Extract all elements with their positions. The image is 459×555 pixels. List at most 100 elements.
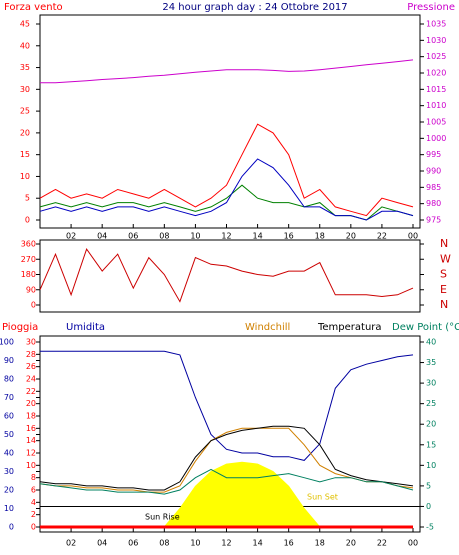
y-tick-label: 40: [426, 338, 436, 347]
y-tick-label: 4: [31, 498, 36, 507]
y-tick-label: 995: [426, 150, 441, 159]
y-tick-label: N: [440, 298, 448, 311]
x-tick-label: 16: [284, 539, 294, 548]
y-tick-label: 45: [20, 20, 30, 29]
y-tick-label: 10: [426, 461, 436, 470]
y-tick-label: 990: [426, 167, 441, 176]
x-tick-label: 18: [315, 232, 325, 241]
y-tick-label: 20: [26, 399, 36, 408]
y-tick-label: 30: [26, 338, 36, 347]
y-tick-label: 18: [26, 412, 36, 421]
x-tick-label: 04: [97, 232, 107, 241]
x-tick-label: 02: [66, 539, 76, 548]
x-tick-label: 18: [315, 539, 325, 548]
x-tick-label: 14: [252, 232, 262, 241]
y-tick-label: 8: [31, 473, 36, 482]
y-tick-label: 35: [20, 63, 30, 72]
pressure-label: Pressione: [407, 2, 455, 13]
y-tick-label: S: [440, 268, 447, 281]
y-tick-label: 14: [26, 436, 36, 445]
line: [39, 158, 414, 221]
x-tick-label: 22: [377, 232, 387, 241]
x-tick-label: 20: [346, 232, 356, 241]
y-tick-label: 100: [0, 338, 14, 347]
x-tick-label: 12: [221, 232, 231, 241]
y-tick-label: 35: [426, 358, 436, 367]
y-tick-label: 60: [4, 412, 14, 421]
y-tick-label: 90: [4, 356, 14, 365]
x-tick-label: 10: [190, 539, 200, 548]
line: [40, 59, 414, 84]
y-tick-label: 24: [26, 375, 36, 384]
y-tick-label: 26: [26, 362, 36, 371]
y-tick-label: 50: [4, 430, 14, 439]
x-tick-label: 00: [408, 232, 418, 241]
x-tick-label: 08: [159, 232, 169, 241]
y-tick-label: 10: [20, 172, 30, 181]
y-tick-label: 0: [25, 216, 30, 225]
y-tick-label: 25: [426, 399, 436, 408]
y-tick-label: 0: [31, 301, 36, 310]
y-tick-label: 10: [26, 461, 36, 470]
y-tick-label: 5: [25, 194, 30, 203]
y-tick-label: 1025: [426, 52, 446, 61]
x-tick-label: 10: [190, 232, 200, 241]
y-tick-label: -5: [426, 523, 434, 532]
y-tick-label: 1000: [426, 134, 446, 143]
y-tick-label: 10: [4, 504, 14, 513]
sunset-label: Sun Set: [307, 493, 338, 502]
wind-label: Forza vento: [4, 2, 63, 13]
line: [40, 350, 414, 461]
y-tick-label: 985: [426, 183, 441, 192]
y-tick-label: 30: [20, 85, 30, 94]
y-tick-label: W: [440, 252, 451, 265]
x-tick-label: 08: [159, 539, 169, 548]
y-tick-label: 2: [31, 510, 36, 519]
y-tick-label: 980: [426, 199, 441, 208]
x-tick-label: 06: [128, 232, 138, 241]
y-tick-label: 16: [26, 424, 36, 433]
rain-label: Pioggia: [2, 322, 38, 333]
dewpoint-label: Dew Point (°C: [392, 322, 459, 333]
y-tick-label: 1015: [426, 85, 446, 94]
y-tick-label: 5: [426, 481, 431, 490]
y-tick-label: 15: [426, 440, 436, 449]
y-tick-label: 360: [21, 240, 36, 249]
y-tick-label: 25: [20, 107, 30, 116]
y-tick-label: 40: [4, 449, 14, 458]
y-tick-label: 180: [21, 270, 36, 279]
y-tick-label: E: [440, 283, 447, 296]
x-tick-label: 22: [377, 539, 387, 548]
y-tick-label: 20: [426, 420, 436, 429]
x-tick-label: 00: [408, 539, 418, 548]
y-tick-label: 0: [426, 502, 431, 511]
area: [163, 461, 321, 528]
plot-frame: [39, 239, 421, 313]
line: [39, 248, 414, 303]
x-tick-label: 02: [66, 232, 76, 241]
y-tick-label: 90: [26, 285, 36, 294]
y-tick-label: 40: [20, 41, 30, 50]
y-tick-label: 30: [426, 379, 436, 388]
humidity-label: Umidita: [66, 322, 105, 333]
y-tick-label: 6: [31, 486, 36, 495]
y-tick-label: 22: [26, 387, 36, 396]
y-tick-label: 30: [4, 467, 14, 476]
line: [39, 468, 414, 495]
line: [39, 123, 414, 217]
y-tick-label: 1020: [426, 69, 446, 78]
temperature-label: Temperatura: [317, 322, 382, 333]
y-tick-label: 0: [9, 523, 14, 532]
windchill-label: Windchill: [245, 322, 290, 333]
x-tick-label: 14: [252, 539, 262, 548]
y-tick-label: 270: [21, 255, 36, 264]
y-tick-label: 1030: [426, 36, 446, 45]
y-tick-label: 20: [4, 486, 14, 495]
y-tick-label: 20: [20, 128, 30, 137]
x-tick-label: 06: [128, 539, 138, 548]
y-tick-label: 1005: [426, 118, 446, 127]
chart-title: 24 hour graph day : 24 Ottobre 2017: [162, 2, 347, 13]
sunrise-label: Sun Rise: [145, 513, 180, 522]
y-tick-label: 0: [31, 523, 36, 532]
